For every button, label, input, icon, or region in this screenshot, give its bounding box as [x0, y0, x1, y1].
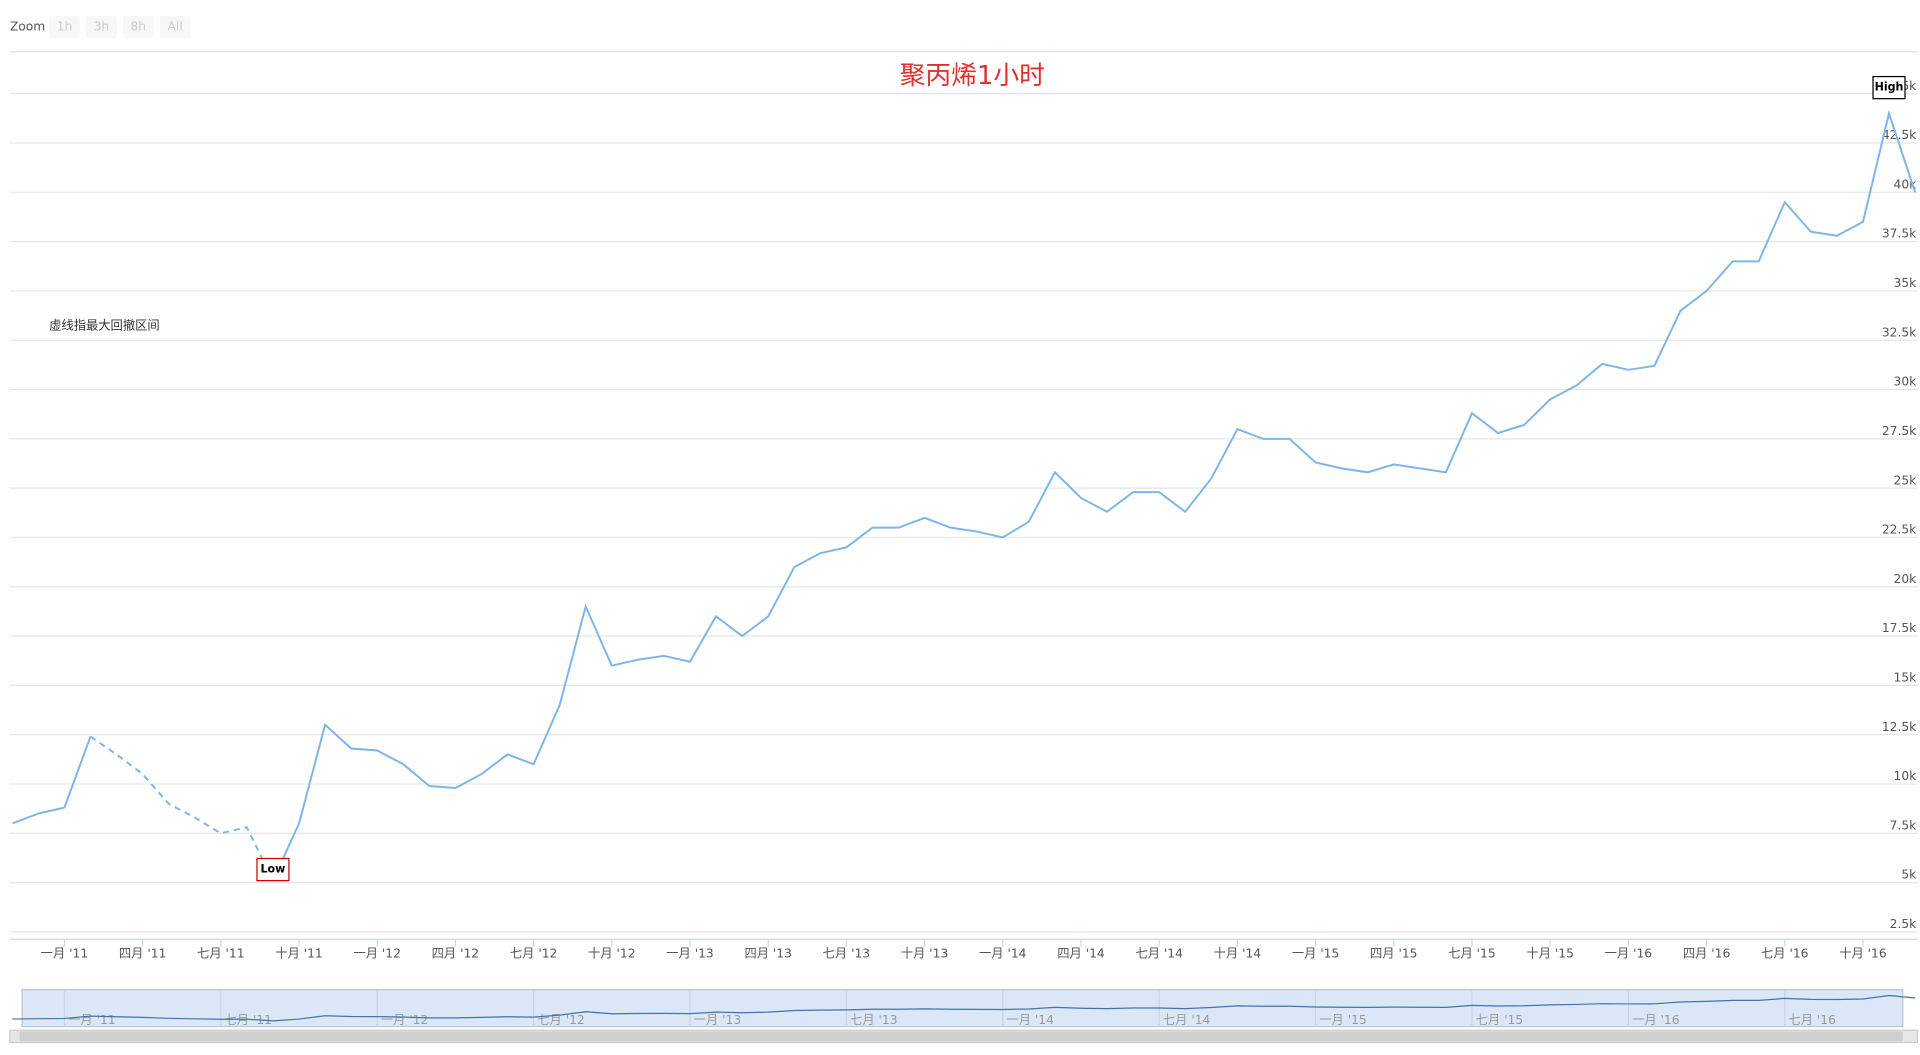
navigator-label: 一月 '14 — [1006, 1013, 1054, 1027]
x-tick-label: 十月 '16 — [1839, 947, 1887, 961]
x-tick-label: 四月 '15 — [1370, 947, 1417, 961]
navigator-label: 七月 '15 — [1476, 1013, 1523, 1027]
drawdown-line — [89, 735, 274, 882]
y-tick-label: 15k — [1894, 670, 1918, 684]
y-tick-label: 12.5k — [1882, 720, 1917, 734]
price-line — [11, 736, 92, 825]
zoom-button[interactable] — [122, 16, 154, 39]
zoom-button-label[interactable]: 1h — [57, 20, 73, 34]
flag-label: High — [1875, 81, 1904, 94]
x-tick-label: 一月 '13 — [666, 947, 713, 961]
x-tick-label: 四月 '16 — [1683, 947, 1731, 961]
x-tick-label: 十月 '12 — [588, 947, 635, 961]
flag-box — [1872, 75, 1906, 100]
navigator-label: 七月 '11 — [225, 1013, 272, 1027]
x-tick-label: 一月 '16 — [1605, 947, 1653, 961]
annotation: 虚线指最大回撤区间 — [49, 317, 160, 332]
navigator-label: 一月 '13 — [694, 1013, 741, 1027]
x-tick-label: 七月 '15 — [1448, 947, 1495, 961]
navigator-label: 七月 '16 — [1788, 1013, 1836, 1027]
y-tick-label: 17.5k — [1882, 621, 1917, 635]
y-tick-label: 42.5k — [1882, 128, 1917, 142]
y-tick-label: 7.5k — [1890, 818, 1918, 832]
zoom-button-label[interactable]: All — [168, 20, 183, 34]
x-tick-label: 七月 '16 — [1761, 947, 1809, 961]
x-tick-label: 七月 '12 — [510, 947, 557, 961]
navigator-label: 七月 '13 — [850, 1013, 897, 1027]
x-tick-label: 四月 '14 — [1057, 947, 1105, 961]
navigator-label: 七月 '14 — [1163, 1013, 1211, 1027]
zoom-label: Zoom — [10, 20, 45, 34]
navigator-label: 一月 '16 — [1632, 1013, 1680, 1027]
x-tick-label: 十月 '15 — [1526, 947, 1573, 961]
x-tick-label: 十月 '13 — [901, 947, 948, 961]
flag-label: Low — [261, 863, 286, 876]
chart-title: 聚丙烯1小时 — [900, 61, 1045, 91]
x-tick-label: 四月 '12 — [432, 947, 479, 961]
y-tick-label: 27.5k — [1882, 424, 1917, 438]
zoom-button[interactable] — [86, 16, 117, 39]
y-tick-label: 25k — [1894, 473, 1918, 487]
y-tick-label: 35k — [1894, 276, 1918, 290]
y-tick-label: 30k — [1894, 375, 1918, 389]
y-tick-label: 32.5k — [1882, 325, 1917, 339]
zoom-button[interactable] — [49, 16, 80, 39]
x-tick-label: 四月 '11 — [119, 947, 166, 961]
navigator — [21, 989, 1904, 1028]
y-tick-label: 20k — [1894, 572, 1918, 586]
x-tick-label: 七月 '14 — [1135, 947, 1183, 961]
x-tick-label: 十月 '14 — [1214, 947, 1262, 961]
flag-box — [256, 857, 290, 882]
y-tick-label: 37.5k — [1882, 227, 1917, 241]
x-tick-label: 一月 '11 — [41, 947, 88, 961]
x-tick-label: 七月 '11 — [197, 947, 244, 961]
y-tick-label: 2.5k — [1890, 917, 1918, 931]
x-tick-label: 七月 '13 — [823, 947, 870, 961]
navigator-label: 一月 '12 — [381, 1013, 428, 1027]
price-line — [272, 109, 1917, 882]
zoom-button-label[interactable]: 8h — [130, 20, 146, 34]
x-tick-label: 十月 '11 — [275, 947, 322, 961]
x-tick-label: 一月 '15 — [1292, 947, 1339, 961]
zoom-button[interactable] — [159, 16, 191, 39]
y-tick-label: 10k — [1894, 769, 1918, 783]
zoom-button-label[interactable]: 3h — [94, 20, 110, 34]
navigator-label: 一月 '11 — [68, 1013, 115, 1027]
y-tick-label: 22.5k — [1882, 523, 1917, 537]
navigator-label: 一月 '15 — [1319, 1013, 1366, 1027]
scrollbar-thumb[interactable] — [19, 1031, 1903, 1042]
navigator-line — [12, 994, 1916, 1022]
x-tick-label: 一月 '14 — [979, 947, 1027, 961]
x-tick-label: 一月 '12 — [353, 947, 400, 961]
x-tick-label: 四月 '13 — [744, 947, 791, 961]
y-tick-label: 5k — [1901, 868, 1917, 882]
